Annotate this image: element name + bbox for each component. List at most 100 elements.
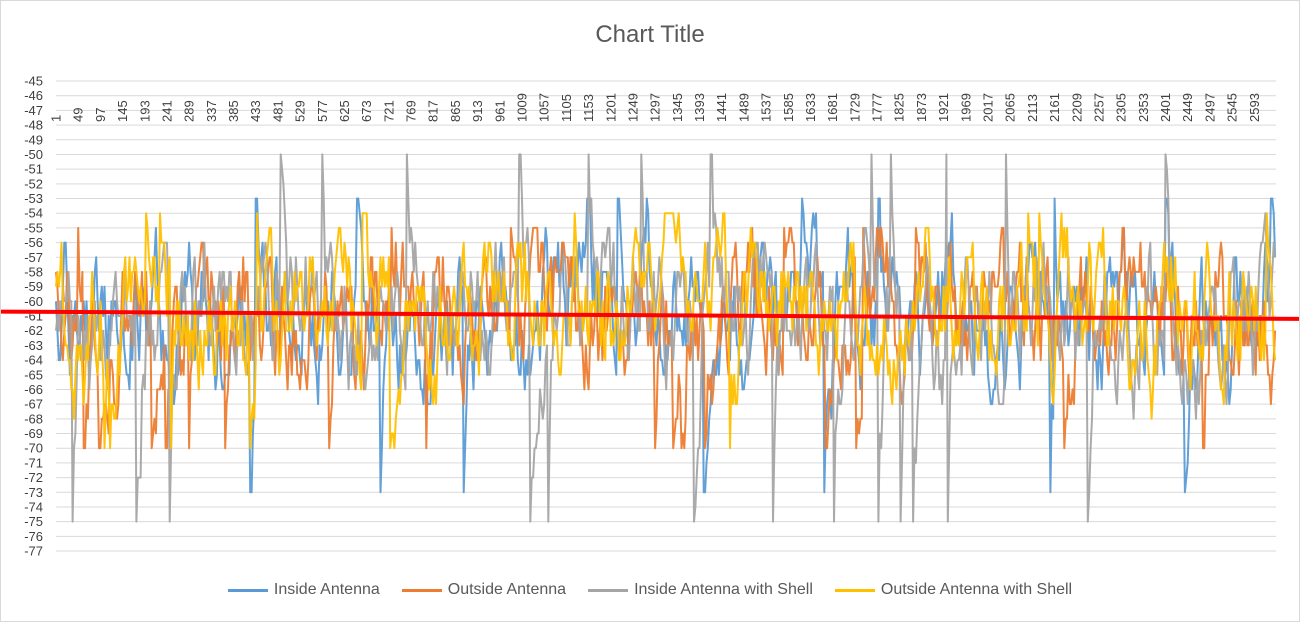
legend-item: Outside Antenna with Shell (834, 581, 1073, 599)
x-tick-label: 2113 (1025, 94, 1040, 122)
x-tick-label: 1777 (870, 93, 885, 122)
x-tick-label: 2065 (1003, 93, 1018, 122)
chart-title: Chart Title (595, 21, 705, 48)
x-tick-label: 2353 (1136, 93, 1151, 122)
y-tick-label: -69 (24, 426, 43, 441)
y-tick-label: -63 (24, 338, 43, 353)
x-tick-label: 1969 (958, 93, 973, 122)
legend-label: Inside Antenna (273, 581, 380, 598)
legend-swatch (401, 588, 442, 592)
x-axis-ticks: 1 49 97 145 193 241 289 337 385 433 481 529 577 625 67… (49, 93, 1262, 122)
legend-swatch (588, 588, 629, 592)
y-tick-label: -65 (24, 367, 43, 382)
x-tick-label: 193 (137, 100, 152, 122)
y-tick-label: -73 (24, 485, 43, 500)
x-tick-label: 817 (426, 100, 441, 122)
x-tick-label: 1921 (936, 93, 951, 122)
y-tick-label: -55 (24, 220, 43, 235)
x-tick-label: 2161 (1047, 93, 1062, 122)
legend-swatch (834, 588, 875, 592)
x-tick-label: 769 (404, 100, 419, 122)
y-tick-label: -45 (24, 74, 43, 89)
x-tick-label: 1393 (692, 93, 707, 122)
x-tick-label: 1489 (736, 93, 751, 122)
y-tick-label: -68 (24, 411, 43, 426)
y-tick-label: -52 (24, 176, 43, 191)
x-tick-label: 1441 (714, 93, 729, 122)
y-tick-label: -62 (24, 323, 43, 338)
y-tick-label: -54 (24, 206, 43, 221)
x-tick-label: 1057 (537, 93, 552, 122)
y-tick-label: -57 (24, 250, 43, 265)
x-tick-label: 1681 (825, 93, 840, 122)
y-tick-label: -46 (24, 88, 43, 103)
series-line-outside-antenna-with-shell (55, 212, 1277, 450)
x-tick-label: 1585 (781, 93, 796, 122)
y-tick-label: -59 (24, 279, 43, 294)
x-tick-label: 1633 (803, 93, 818, 122)
legend-label: Inside Antenna with Shell (634, 581, 813, 598)
x-tick-label: 1009 (514, 93, 529, 122)
y-tick-label: -66 (24, 382, 43, 397)
y-tick-label: -64 (24, 353, 43, 368)
y-tick-label: -48 (24, 118, 43, 133)
x-tick-label: 385 (226, 100, 241, 122)
legend-label: Outside Antenna with Shell (880, 581, 1073, 598)
x-tick-label: 2305 (1114, 93, 1129, 122)
x-tick-label: 1105 (559, 94, 574, 122)
x-tick-label: 577 (315, 100, 330, 122)
x-tick-label: 2257 (1091, 93, 1106, 122)
y-tick-label: -50 (24, 147, 43, 162)
y-tick-label: -76 (24, 529, 43, 544)
y-tick-label: -60 (24, 294, 43, 309)
x-tick-label: 2401 (1158, 93, 1173, 122)
y-tick-label: -67 (24, 397, 43, 412)
y-tick-label: -51 (24, 162, 43, 177)
x-tick-label: 2209 (1069, 93, 1084, 122)
x-tick-label: 673 (359, 100, 374, 122)
x-tick-label: 481 (270, 100, 285, 122)
legend-swatch (227, 588, 268, 592)
x-tick-label: 433 (248, 100, 263, 122)
x-tick-label: 625 (337, 100, 352, 122)
y-tick-label: -74 (24, 499, 43, 514)
legend-item: Inside Antenna with Shell (588, 581, 813, 599)
x-tick-label: 1153 (581, 94, 596, 122)
x-tick-label: 1729 (847, 93, 862, 122)
legend-label: Outside Antenna (447, 581, 567, 598)
y-tick-label: -70 (24, 441, 43, 456)
x-tick-label: 2017 (980, 93, 995, 122)
x-tick-label: 145 (115, 100, 130, 122)
x-tick-label: 1825 (892, 93, 907, 122)
y-tick-label: -47 (24, 103, 43, 118)
x-tick-label: 2545 (1225, 93, 1240, 122)
x-tick-label: 2497 (1202, 93, 1217, 122)
x-tick-label: 1345 (670, 93, 685, 122)
y-axis-ticks: -45-46-47-48-49-50-51-52-53-54-55-56-57-… (24, 74, 43, 559)
y-tick-label: -53 (24, 191, 43, 206)
x-tick-label: 241 (159, 100, 174, 122)
x-tick-label: 49 (71, 108, 86, 122)
legend: Inside Antenna Outside Antenna Inside Ante… (1, 581, 1299, 599)
legend-item: Inside Antenna (227, 581, 380, 599)
x-tick-label: 913 (470, 100, 485, 122)
x-tick-label: 721 (381, 100, 396, 122)
x-tick-label: 337 (204, 100, 219, 122)
x-tick-label: 1873 (914, 93, 929, 122)
x-tick-label: 961 (492, 100, 507, 122)
y-tick-label: -71 (24, 455, 43, 470)
x-tick-label: 97 (93, 108, 108, 122)
series-line-outside-antenna (55, 226, 1277, 450)
x-tick-label: 1249 (625, 93, 640, 122)
x-tick-label: 1537 (759, 93, 774, 122)
x-tick-label: 1297 (648, 93, 663, 122)
x-tick-label: 2593 (1247, 93, 1262, 122)
y-tick-label: -49 (24, 132, 43, 147)
y-tick-label: -75 (24, 514, 43, 529)
x-tick-label: 529 (293, 100, 308, 122)
x-tick-label: 2449 (1180, 93, 1195, 122)
x-tick-label: 1 (49, 115, 64, 122)
reference-layer (1, 309, 1299, 321)
